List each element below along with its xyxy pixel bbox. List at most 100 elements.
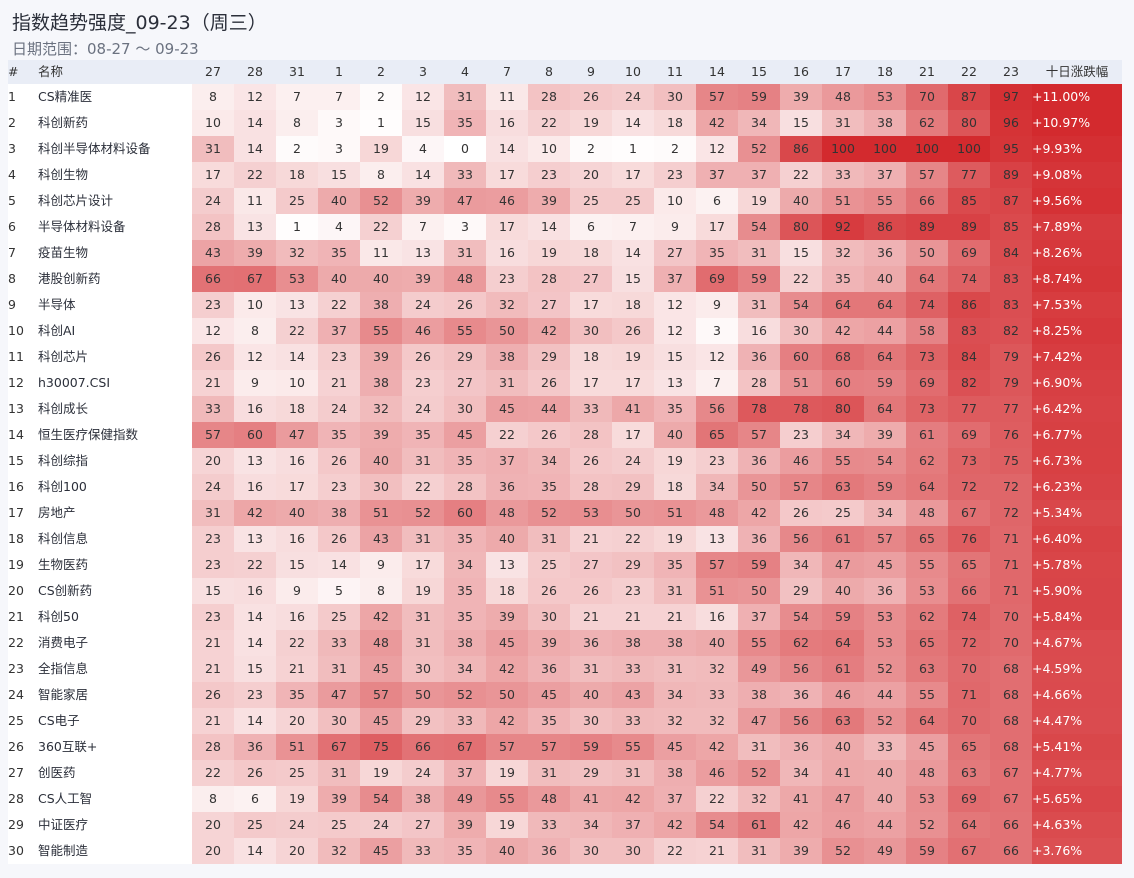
row-index: 19	[8, 557, 24, 572]
heat-cell: 53	[570, 500, 612, 526]
heat-cell: 50	[612, 500, 654, 526]
heat-cell: 69	[948, 240, 990, 266]
heat-cell: 19	[528, 240, 570, 266]
table-row: 14 恒生医疗保健指数 57 60 47 35 39 35 45 22 26 28 17 40 65 57 23…	[8, 422, 1122, 448]
heat-cell: 27	[528, 292, 570, 318]
heat-cell: 1	[612, 136, 654, 162]
heat-cell: 37	[612, 812, 654, 838]
heat-cell: 18	[276, 396, 318, 422]
heat-cell: 60	[780, 344, 822, 370]
index-name: 智能家居	[38, 687, 89, 702]
date-column-header: 15	[738, 60, 780, 84]
heat-cell: 48	[696, 500, 738, 526]
heat-cell: 30	[318, 708, 360, 734]
table-row: 8 港股创新药 66 67 53 40 40 39 48 23 28 27 15 37 69 59 22 35 40…	[8, 266, 1122, 292]
heat-cell: 19	[654, 448, 696, 474]
heat-cell: 59	[738, 266, 780, 292]
heat-cell: 36	[780, 682, 822, 708]
row-index: 30	[8, 843, 24, 858]
heat-cell: 53	[276, 266, 318, 292]
heat-cell: 36	[864, 240, 906, 266]
heat-cell: 16	[276, 526, 318, 552]
ten-day-change-cell: +7.53%	[1032, 292, 1122, 318]
heat-cell: 86	[864, 214, 906, 240]
heat-cell: 2	[276, 136, 318, 162]
heat-cell: 5	[318, 578, 360, 604]
heat-cell: 13	[234, 214, 276, 240]
heat-cell: 14	[612, 240, 654, 266]
heat-cell: 9	[696, 292, 738, 318]
heat-cell: 32	[276, 240, 318, 266]
heat-cell: 65	[696, 422, 738, 448]
table-row: 18 科创信息 23 13 16 26 43 31 35 40 31 21 22 19 13 36 56 61 57…	[8, 526, 1122, 552]
row-index: 9	[8, 297, 16, 312]
index-name: 科创半导体材料设备	[38, 141, 151, 156]
heat-cell: 31	[738, 734, 780, 760]
heat-cell: 45	[486, 396, 528, 422]
ten-day-change-cell: +6.42%	[1032, 396, 1122, 422]
heat-cell: 33	[192, 396, 234, 422]
heat-cell: 22	[402, 474, 444, 500]
heat-cell: 44	[864, 682, 906, 708]
heat-cell: 55	[738, 630, 780, 656]
heat-cell: 3	[318, 136, 360, 162]
heat-cell: 71	[990, 526, 1032, 552]
row-index: 26	[8, 739, 24, 754]
heat-cell: 24	[612, 84, 654, 110]
heat-cell: 39	[360, 344, 402, 370]
heat-cell: 26	[234, 760, 276, 786]
ten-day-change-cell: +5.90%	[1032, 578, 1122, 604]
heat-cell: 31	[192, 136, 234, 162]
heat-cell: 31	[822, 110, 864, 136]
row-index: 23	[8, 661, 24, 676]
heat-cell: 35	[528, 474, 570, 500]
heat-cell: 35	[444, 448, 486, 474]
heat-cell: 56	[780, 708, 822, 734]
date-column-header: 23	[990, 60, 1032, 84]
heat-cell: 79	[990, 344, 1032, 370]
heat-cell: 62	[906, 110, 948, 136]
row-index: 24	[8, 687, 24, 702]
heat-cell: 27	[444, 370, 486, 396]
heat-cell: 23	[402, 370, 444, 396]
heat-cell: 25	[276, 760, 318, 786]
heat-cell: 10	[654, 188, 696, 214]
heat-cell: 20	[192, 812, 234, 838]
heat-cell: 24	[612, 448, 654, 474]
heat-cell: 42	[654, 812, 696, 838]
heat-cell: 36	[528, 838, 570, 864]
heat-cell: 22	[528, 110, 570, 136]
heat-cell: 22	[780, 266, 822, 292]
heat-cell: 20	[192, 838, 234, 864]
heat-cell: 25	[822, 500, 864, 526]
heat-cell: 18	[654, 474, 696, 500]
heat-cell: 68	[990, 656, 1032, 682]
heat-cell: 40	[822, 578, 864, 604]
heat-cell: 23	[192, 526, 234, 552]
heat-cell: 30	[528, 604, 570, 630]
row-index: 25	[8, 713, 24, 728]
heat-cell: 29	[780, 578, 822, 604]
heat-cell: 26	[570, 578, 612, 604]
heat-cell: 31	[444, 84, 486, 110]
heat-cell: 64	[864, 344, 906, 370]
heat-cell: 48	[906, 500, 948, 526]
heat-cell: 46	[780, 448, 822, 474]
heat-cell: 100	[906, 136, 948, 162]
ten-day-change-cell: +4.59%	[1032, 656, 1122, 682]
heat-cell: 21	[570, 526, 612, 552]
index-name: 360互联+	[38, 739, 98, 754]
heat-cell: 7	[318, 84, 360, 110]
heat-cell: 27	[402, 812, 444, 838]
ten-day-change-cell: +3.76%	[1032, 838, 1122, 864]
heat-cell: 6	[696, 188, 738, 214]
heat-cell: 9	[276, 578, 318, 604]
heat-cell: 44	[528, 396, 570, 422]
heat-cell: 16	[738, 318, 780, 344]
ten-day-change-cell: +4.63%	[1032, 812, 1122, 838]
heat-cell: 31	[444, 240, 486, 266]
heat-cell: 43	[360, 526, 402, 552]
ten-day-change-cell: +4.67%	[1032, 630, 1122, 656]
heat-cell: 68	[822, 344, 864, 370]
heat-cell: 19	[360, 136, 402, 162]
